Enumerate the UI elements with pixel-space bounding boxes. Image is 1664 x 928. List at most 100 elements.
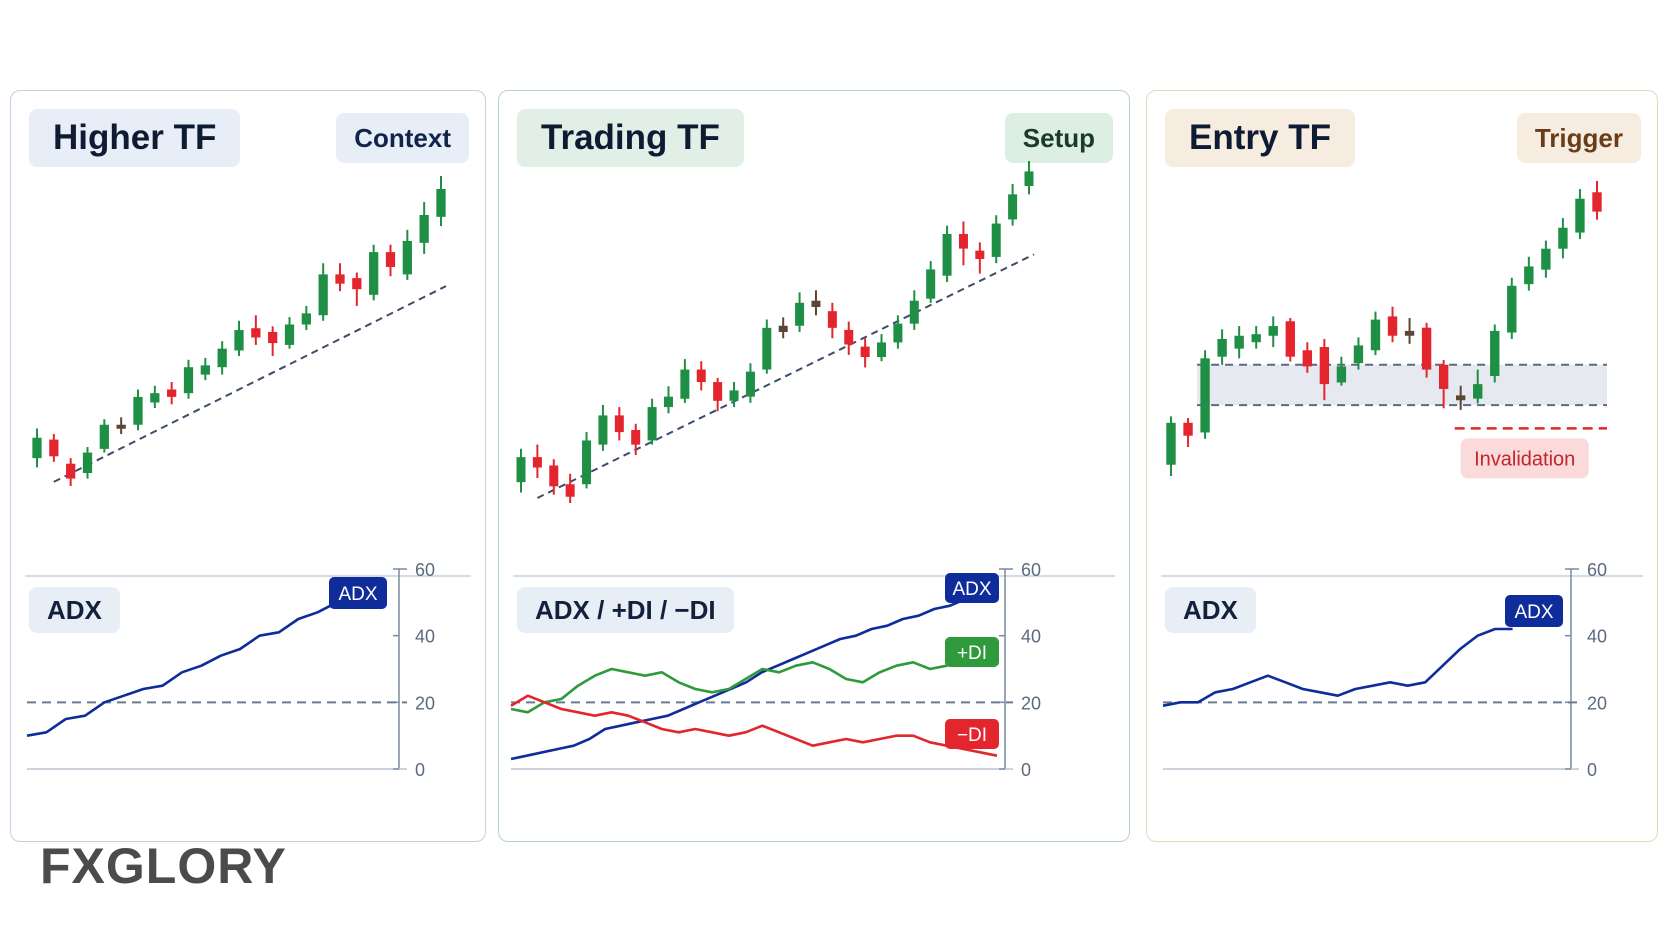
- candle: [32, 437, 42, 459]
- candle: [795, 302, 805, 326]
- candle: [647, 407, 657, 441]
- candle: [1183, 422, 1193, 436]
- trigger-tag: Trigger: [1516, 113, 1641, 163]
- series-label: −DI: [957, 725, 987, 746]
- candle: [958, 233, 968, 249]
- candle: [696, 369, 706, 383]
- candle: [877, 342, 887, 358]
- candle: [1251, 334, 1261, 343]
- candle: [200, 365, 210, 375]
- series-line-adx: [510, 594, 997, 761]
- panel-entry-tf: Entry TF Trigger Invalidation ADX 0 20 40 6…: [1146, 90, 1658, 842]
- candle: [183, 367, 194, 394]
- candle: [680, 369, 690, 399]
- candle: [909, 300, 919, 324]
- brand-logo: FXGLORY: [40, 838, 287, 894]
- candle: [516, 457, 526, 483]
- divider: [1161, 575, 1643, 577]
- y-tick-label: 40: [1021, 627, 1041, 647]
- trend-line: [53, 285, 447, 483]
- series-line-adx: [26, 601, 338, 737]
- candle: [1421, 327, 1432, 370]
- candle: [251, 328, 261, 338]
- divider: [513, 575, 1115, 577]
- series-line-plus_di: [510, 657, 998, 714]
- price-chart: [516, 161, 1035, 503]
- price-chart: Invalidation: [1166, 181, 1607, 479]
- candle: [66, 463, 76, 479]
- candle: [49, 439, 59, 457]
- series-badge: [1505, 595, 1563, 627]
- candle: [1268, 326, 1278, 336]
- candle: [1575, 198, 1585, 233]
- candle: [762, 327, 772, 370]
- candle: [217, 348, 227, 368]
- y-tick-label: 0: [1587, 760, 1597, 780]
- y-tick-label: 0: [1021, 760, 1031, 780]
- setup-tag: Setup: [1004, 113, 1113, 163]
- candle: [99, 424, 109, 449]
- candle: [116, 424, 126, 429]
- candle: [335, 274, 345, 284]
- candle: [975, 250, 985, 260]
- candle: [268, 331, 278, 344]
- candle: [82, 452, 93, 474]
- candle: [1008, 194, 1018, 220]
- candle: [402, 240, 412, 275]
- candle: [582, 440, 592, 485]
- candle: [893, 323, 903, 343]
- candle: [1217, 338, 1227, 357]
- candle: [532, 457, 542, 468]
- candle: [1285, 321, 1295, 357]
- candle: [1507, 285, 1517, 333]
- candle: [1302, 350, 1313, 367]
- y-tick-label: 60: [415, 560, 435, 580]
- series-badge: [945, 719, 999, 749]
- series-badge: [945, 637, 999, 667]
- candle: [1336, 366, 1347, 383]
- panel-trading-tf: Trading TF Setup ADX / +DI / −DI 0 20 40 60…: [498, 90, 1130, 842]
- candle: [318, 274, 328, 316]
- y-tick-label: 60: [1021, 560, 1041, 580]
- invalidation-badge: [1460, 438, 1589, 479]
- y-tick-label: 40: [1587, 627, 1607, 647]
- candle: [926, 269, 936, 299]
- candle: [614, 415, 624, 433]
- candle: [1455, 395, 1466, 401]
- adx-di-chart: 0 20 40 60 ADX +DI −DI: [510, 560, 1041, 780]
- candle: [811, 300, 821, 307]
- candle: [844, 329, 854, 345]
- candle: [1558, 227, 1568, 249]
- candle: [1490, 330, 1500, 377]
- series-label: ADX: [952, 579, 991, 600]
- y-tick-label: 20: [415, 693, 435, 713]
- panel-title: Entry TF: [1165, 109, 1355, 167]
- panel-title: Trading TF: [517, 109, 744, 167]
- candle: [301, 313, 311, 325]
- series-label: ADX: [1514, 602, 1553, 623]
- candle: [729, 390, 739, 401]
- candle: [991, 223, 1001, 257]
- candle: [150, 393, 160, 403]
- candle: [1319, 347, 1330, 385]
- series-badge: [329, 577, 387, 609]
- candle: [778, 325, 788, 332]
- indicator-label: ADX / +DI / −DI: [517, 587, 734, 633]
- candle: [1200, 358, 1210, 433]
- candle: [1524, 266, 1534, 285]
- series-line-minus_di: [510, 694, 998, 757]
- candle: [1438, 364, 1449, 389]
- indicator-label: ADX: [1165, 587, 1256, 633]
- adx-chart: 0 20 40 60 ADX: [1162, 560, 1607, 780]
- candle: [436, 188, 446, 217]
- adx-chart: 0 20 40 60 ADX: [26, 560, 435, 780]
- candle: [860, 346, 870, 358]
- candle: [234, 330, 244, 351]
- candle: [1592, 192, 1602, 212]
- candle: [284, 324, 295, 345]
- series-badge: [945, 573, 999, 603]
- candle: [663, 396, 673, 408]
- candle: [713, 382, 723, 401]
- candle: [1541, 248, 1551, 270]
